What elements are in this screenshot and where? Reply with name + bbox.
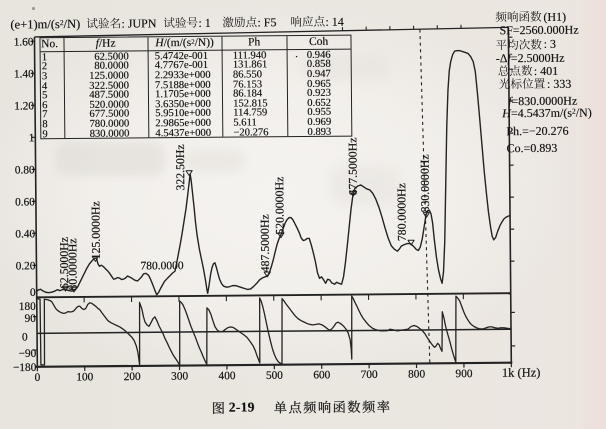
- svg-text:0.40: 0.40: [15, 228, 35, 240]
- svg-text:1k (Hz): 1k (Hz): [502, 365, 541, 379]
- svg-text:0.60: 0.60: [15, 196, 35, 208]
- svg-text:0: 0: [35, 372, 41, 384]
- svg-text:0.20: 0.20: [16, 260, 36, 272]
- svg-text:80.0000Hz: 80.0000Hz: [65, 238, 79, 290]
- svg-text:900: 900: [455, 368, 472, 380]
- svg-text:100: 100: [76, 371, 93, 383]
- svg-text:125.0000Hz: 125.0000Hz: [88, 201, 103, 259]
- svg-text:1.60: 1.60: [14, 36, 34, 48]
- svg-text:300: 300: [171, 371, 188, 383]
- svg-text:700: 700: [361, 369, 378, 381]
- svg-text:0: 0: [22, 331, 28, 343]
- svg-text:200: 200: [124, 371, 141, 383]
- svg-text:520.0000Hz: 520.0000Hz: [272, 177, 287, 235]
- svg-text:600: 600: [313, 369, 330, 381]
- svg-text:0.80: 0.80: [15, 164, 35, 176]
- svg-text:322.50Hz: 322.50Hz: [173, 144, 187, 190]
- svg-text:1.20: 1.20: [14, 100, 34, 112]
- svg-text:180: 180: [19, 301, 36, 313]
- svg-text:500: 500: [266, 370, 283, 382]
- svg-text:830.0000Hz: 830.0000Hz: [417, 154, 432, 212]
- svg-text:800: 800: [408, 368, 425, 380]
- svg-text:487.5000Hz: 487.5000Hz: [258, 214, 273, 272]
- svg-text:780.0000Hz: 780.0000Hz: [394, 183, 409, 241]
- svg-text:0: 0: [30, 287, 36, 299]
- svg-text:780.0000: 780.0000: [140, 260, 183, 272]
- svg-text:−90: −90: [18, 348, 36, 360]
- svg-text:400: 400: [218, 370, 235, 382]
- svg-text:1: 1: [29, 132, 35, 144]
- svg-text:90: 90: [25, 313, 37, 325]
- svg-text:677.5000Hz: 677.5000Hz: [345, 138, 360, 196]
- svg-text:−180: −180: [13, 362, 37, 374]
- svg-text:1.40: 1.40: [14, 68, 34, 80]
- svg-text:62.5000Hz: 62.5000Hz: [57, 237, 71, 289]
